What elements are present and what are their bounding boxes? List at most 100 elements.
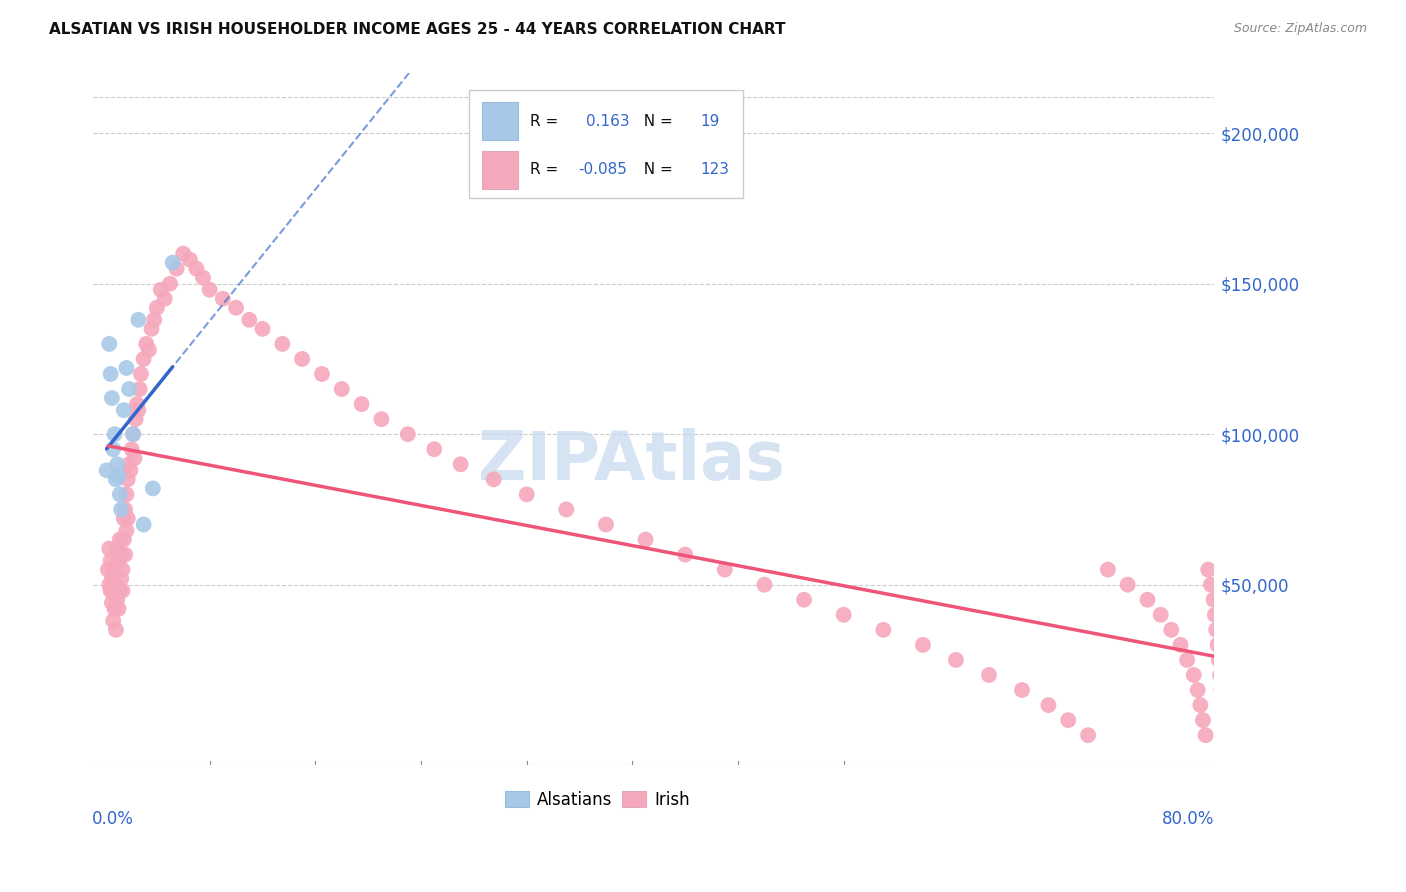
Point <box>225 301 247 315</box>
Point <box>105 592 128 607</box>
Point <box>108 487 131 501</box>
Point <box>238 313 260 327</box>
Point <box>1097 563 1119 577</box>
Point <box>291 351 314 366</box>
Point <box>1212 698 1234 712</box>
Point <box>1187 683 1209 698</box>
Point <box>1194 728 1216 742</box>
Point <box>97 563 120 577</box>
Point <box>107 601 129 615</box>
Point <box>111 563 134 577</box>
Point <box>153 292 176 306</box>
Point <box>105 541 128 556</box>
Text: 0.0%: 0.0% <box>93 810 134 829</box>
Point <box>423 442 446 457</box>
Text: N =: N = <box>634 162 678 178</box>
Point <box>330 382 353 396</box>
Point <box>162 255 184 269</box>
Point <box>714 563 737 577</box>
Point <box>108 583 131 598</box>
Point <box>212 292 235 306</box>
Point <box>1204 607 1226 622</box>
Text: 19: 19 <box>700 114 720 129</box>
Point <box>166 261 188 276</box>
Point <box>124 451 146 466</box>
Point <box>121 442 143 457</box>
Point <box>122 427 145 442</box>
Point <box>1175 653 1198 667</box>
Text: 0.163: 0.163 <box>586 114 630 129</box>
Point <box>143 313 166 327</box>
Point <box>107 553 129 567</box>
Point <box>1077 728 1099 742</box>
Point <box>115 361 138 376</box>
Point <box>350 397 373 411</box>
Point <box>1227 713 1250 727</box>
Point <box>186 261 208 276</box>
Point <box>98 337 121 351</box>
Text: R =: R = <box>530 114 564 129</box>
FancyBboxPatch shape <box>482 103 517 140</box>
Point <box>128 382 150 396</box>
Point <box>107 469 129 483</box>
Point <box>104 472 127 486</box>
Point <box>120 463 142 477</box>
Text: 80.0%: 80.0% <box>1163 810 1215 829</box>
Point <box>1057 713 1080 727</box>
Point <box>1219 623 1241 637</box>
Point <box>132 351 155 366</box>
Text: R =: R = <box>530 162 564 178</box>
Point <box>104 577 127 591</box>
Point <box>370 412 392 426</box>
Point <box>112 403 135 417</box>
Point <box>1215 728 1237 742</box>
Point <box>595 517 617 532</box>
Point <box>117 472 139 486</box>
Point <box>146 301 169 315</box>
Point <box>1230 577 1253 591</box>
Point <box>482 472 505 486</box>
Point <box>1229 728 1251 742</box>
Point <box>1223 668 1246 682</box>
Point <box>118 382 141 396</box>
Point <box>1160 623 1182 637</box>
Point <box>271 337 294 351</box>
Point <box>132 517 155 532</box>
Point <box>191 270 214 285</box>
Text: -0.085: -0.085 <box>578 162 627 178</box>
Text: Source: ZipAtlas.com: Source: ZipAtlas.com <box>1233 22 1367 36</box>
Point <box>149 283 172 297</box>
Point <box>1182 668 1205 682</box>
Point <box>1192 713 1215 727</box>
Text: ALSATIAN VS IRISH HOUSEHOLDER INCOME AGES 25 - 44 YEARS CORRELATION CHART: ALSATIAN VS IRISH HOUSEHOLDER INCOME AGE… <box>49 22 786 37</box>
Point <box>103 583 125 598</box>
Point <box>1202 592 1225 607</box>
Point <box>179 252 201 267</box>
Point <box>1038 698 1060 712</box>
Point <box>977 668 1000 682</box>
Point <box>1136 592 1159 607</box>
Point <box>115 524 138 538</box>
Point <box>103 442 125 457</box>
FancyBboxPatch shape <box>468 90 744 198</box>
Point <box>1225 683 1247 698</box>
Point <box>127 313 149 327</box>
Point <box>673 548 696 562</box>
Point <box>111 583 134 598</box>
Point <box>101 391 124 405</box>
Point <box>872 623 894 637</box>
Point <box>96 463 118 477</box>
Point <box>115 487 138 501</box>
Point <box>1220 638 1243 652</box>
Point <box>112 511 135 525</box>
Point <box>1116 577 1139 591</box>
Text: ZIPAtlas: ZIPAtlas <box>478 427 785 493</box>
Point <box>141 322 163 336</box>
Point <box>1189 698 1212 712</box>
Point <box>1205 623 1227 637</box>
Legend: Alsatians, Irish: Alsatians, Irish <box>499 784 696 816</box>
Point <box>98 577 121 591</box>
Point <box>103 614 125 628</box>
Point <box>1222 653 1244 667</box>
Point <box>118 458 141 472</box>
